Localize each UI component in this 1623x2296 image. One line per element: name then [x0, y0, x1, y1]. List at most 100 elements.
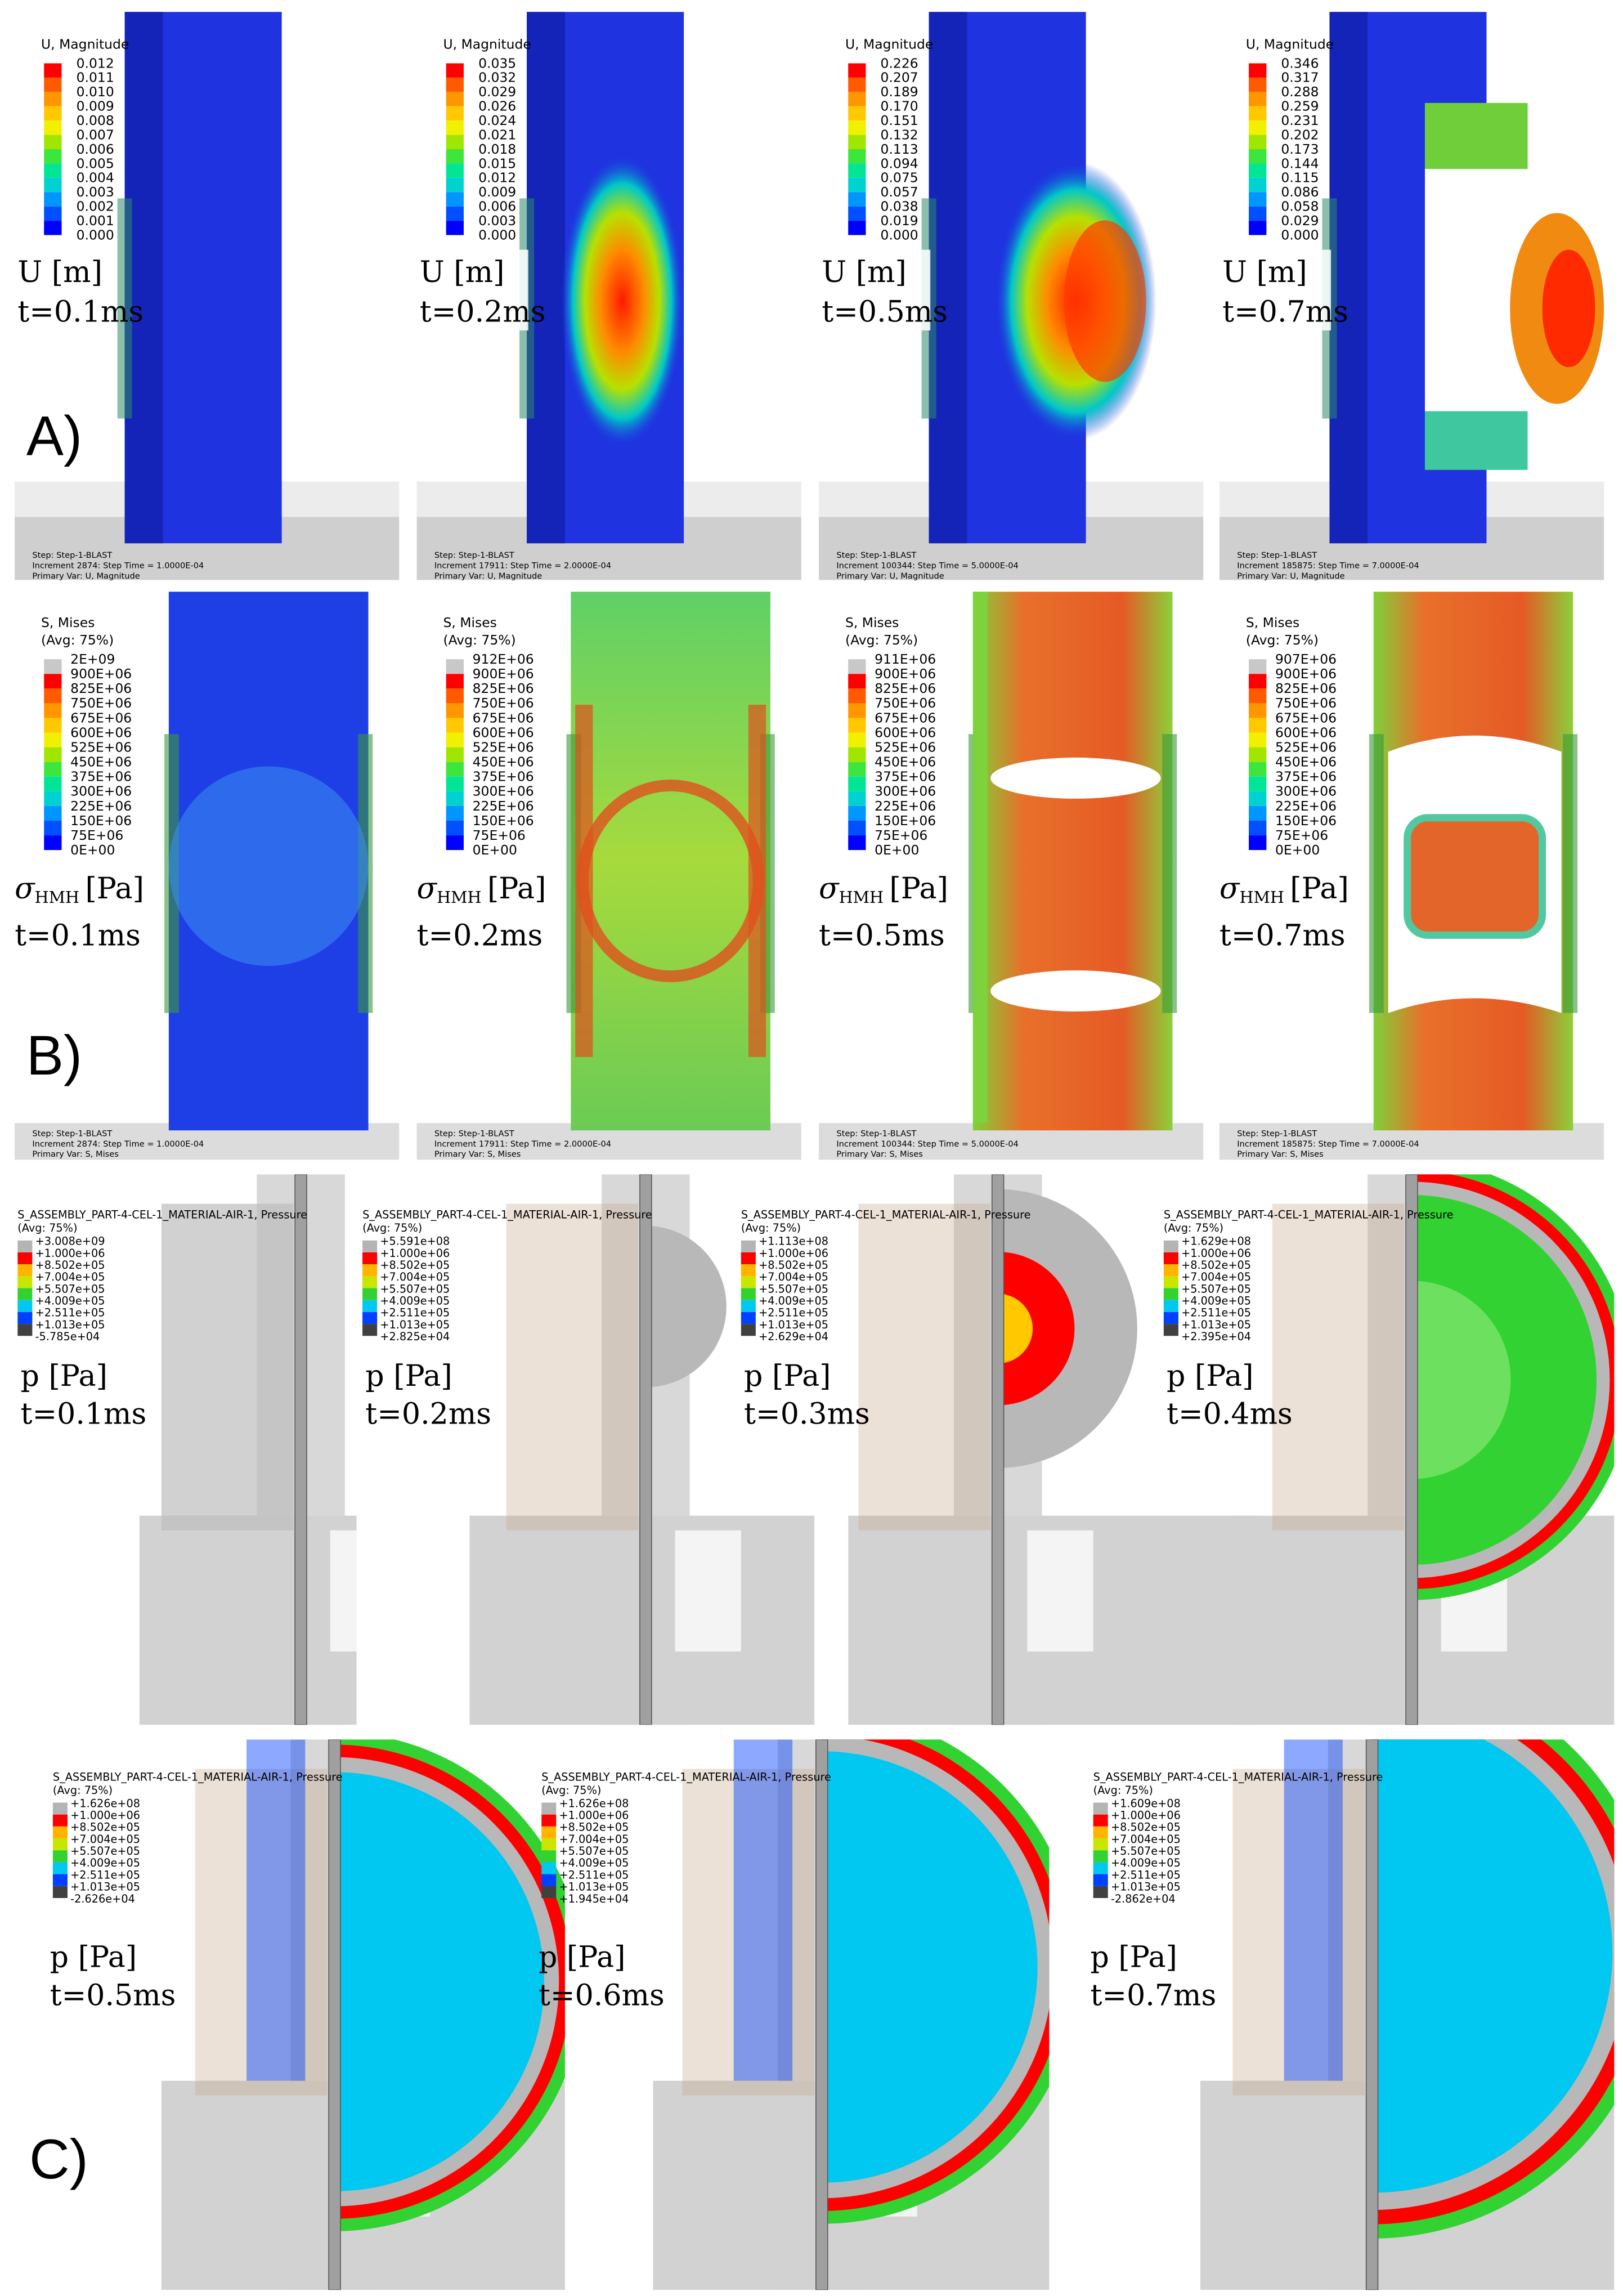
- legend-swatch: [1249, 732, 1267, 748]
- legend-value: 0.057: [881, 184, 918, 200]
- legend-swatch: [362, 1264, 378, 1277]
- legend-swatch: [446, 92, 464, 106]
- footer-increment: Increment 100344: Step Time = 5.0000E-04: [836, 561, 1019, 571]
- legend-swatch: [1249, 821, 1267, 836]
- legend-value: +1.013e+05: [70, 1881, 140, 1894]
- legend-swatch: [44, 120, 62, 135]
- quantity-label: p [Pa]: [1090, 1941, 1177, 1975]
- legend-value: +1.000e+06: [1181, 1247, 1251, 1260]
- legend-value: 225E+06: [1275, 798, 1337, 814]
- quantity-label: σHMH [Pa]: [15, 872, 144, 907]
- legend-swatch: [52, 1802, 68, 1815]
- legend-value: +8.502e+05: [35, 1259, 105, 1272]
- plate: [1405, 1174, 1418, 1725]
- legend-value: 0.029: [478, 84, 516, 100]
- legend-avg: (Avg: 75%): [845, 632, 918, 648]
- legend-avg: (Avg: 75%): [362, 1221, 422, 1234]
- legend-swatch: [848, 718, 866, 733]
- legend-swatch: [44, 106, 62, 121]
- legend-value: +1.013e+05: [559, 1881, 629, 1894]
- legend-value: 300E+06: [1275, 784, 1337, 799]
- edge-band: [575, 705, 593, 1057]
- legend-swatch: [1249, 805, 1267, 821]
- legend-swatch: [1249, 718, 1267, 733]
- legend-value: +1.013e+05: [35, 1318, 105, 1331]
- quantity-unit: [Pa]: [85, 872, 144, 906]
- footer-increment: Increment 185875: Step Time = 7.0000E-04: [1237, 1139, 1419, 1149]
- legend-value: +2.511e+05: [70, 1868, 140, 1881]
- legend-value: +1.000e+06: [35, 1247, 105, 1260]
- legend-value: +2.511e+05: [759, 1306, 828, 1319]
- legend-title: U, Magnitude: [41, 36, 129, 52]
- legend-swatch: [446, 821, 464, 836]
- quantity-label: U [m]: [17, 256, 102, 289]
- quantity-label: p [Pa]: [365, 1359, 452, 1393]
- legend-value: 375E+06: [473, 769, 534, 785]
- legend-value: 0.015: [478, 155, 516, 171]
- pressure-wave: [998, 1294, 1033, 1364]
- legend-swatch: [17, 1276, 33, 1288]
- legend-swatch: [1249, 791, 1267, 806]
- label-bg: [815, 249, 931, 331]
- plate: [328, 1739, 341, 2290]
- legend-swatch: [446, 106, 464, 121]
- legend-swatch: [446, 192, 464, 207]
- legend-swatch: [541, 1850, 557, 1863]
- legend-value: +7.004e+05: [35, 1270, 105, 1283]
- legend-value: 0.075: [881, 170, 918, 186]
- legend-value: 375E+06: [70, 769, 132, 785]
- legend-swatch: [44, 718, 62, 733]
- legend-swatch: [446, 835, 464, 851]
- pressure-wave: [334, 1772, 544, 2191]
- legend-title: S, Mises: [845, 615, 899, 630]
- legend-swatch: [1163, 1264, 1178, 1277]
- footer-step: Step: Step-1-BLAST: [1237, 1129, 1317, 1139]
- legend-value: 75E+06: [875, 827, 927, 843]
- legend-title: S_ASSEMBLY_PART-4-CEL-1_MATERIAL-AIR-1, …: [17, 1209, 307, 1221]
- legend-avg: (Avg: 75%): [443, 632, 515, 648]
- legend-value: +1.609e+08: [1111, 1797, 1181, 1810]
- legend-value: 0.032: [478, 70, 516, 86]
- time-label: t=0.5ms: [819, 919, 945, 953]
- plate: [1365, 1739, 1379, 2290]
- debris: [117, 198, 132, 419]
- legend-swatch: [446, 776, 464, 791]
- legend-value: 900E+06: [1275, 666, 1337, 682]
- legend-value: +8.502e+05: [380, 1259, 450, 1272]
- legend-value: 0.288: [1281, 84, 1319, 100]
- footer-primary: Primary Var: S, Mises: [434, 1149, 521, 1159]
- fragment: [1407, 817, 1543, 936]
- legend-value: 150E+06: [875, 813, 936, 829]
- legend-value: 450E+06: [473, 754, 534, 770]
- panel-a: [416, 12, 801, 580]
- charge-mesh: [195, 1769, 328, 2096]
- legend-value: -5.785e+04: [35, 1330, 100, 1343]
- legend-value: +2.511e+05: [1181, 1306, 1251, 1319]
- legend-swatch: [1249, 747, 1267, 762]
- legend-swatch: [848, 747, 866, 762]
- legend-swatch: [848, 674, 866, 689]
- bulge-core: [1064, 220, 1146, 382]
- legend-value: 0.035: [478, 55, 516, 71]
- quantity-label: p [Pa]: [21, 1359, 107, 1393]
- legend-value: +7.004e+05: [380, 1270, 450, 1283]
- legend-swatch: [446, 718, 464, 733]
- legend-value: 0.003: [77, 184, 114, 200]
- legend-value: 750E+06: [473, 695, 534, 711]
- legend-value: 0.001: [77, 213, 114, 229]
- legend-value: 825E+06: [875, 681, 936, 696]
- legend-value: +1.013e+05: [1181, 1318, 1251, 1331]
- legend-value: +1.629e+08: [1181, 1235, 1251, 1248]
- footer-step: Step: Step-1-BLAST: [434, 550, 514, 560]
- quantity-label: σHMH [Pa]: [1220, 872, 1349, 907]
- legend-swatch: [1249, 163, 1267, 178]
- legend-value: 900E+06: [473, 666, 534, 682]
- quantity-label: p [Pa]: [50, 1941, 137, 1975]
- quantity-label: σHMH [Pa]: [417, 872, 546, 907]
- legend-swatch: [1093, 1886, 1108, 1898]
- legend-value: 0.006: [77, 141, 114, 157]
- legend-value: 0E+00: [1275, 842, 1320, 858]
- legend-value: +8.502e+05: [1111, 1821, 1181, 1834]
- legend-swatch: [446, 747, 464, 762]
- quantity-subscript: HMH: [437, 888, 481, 907]
